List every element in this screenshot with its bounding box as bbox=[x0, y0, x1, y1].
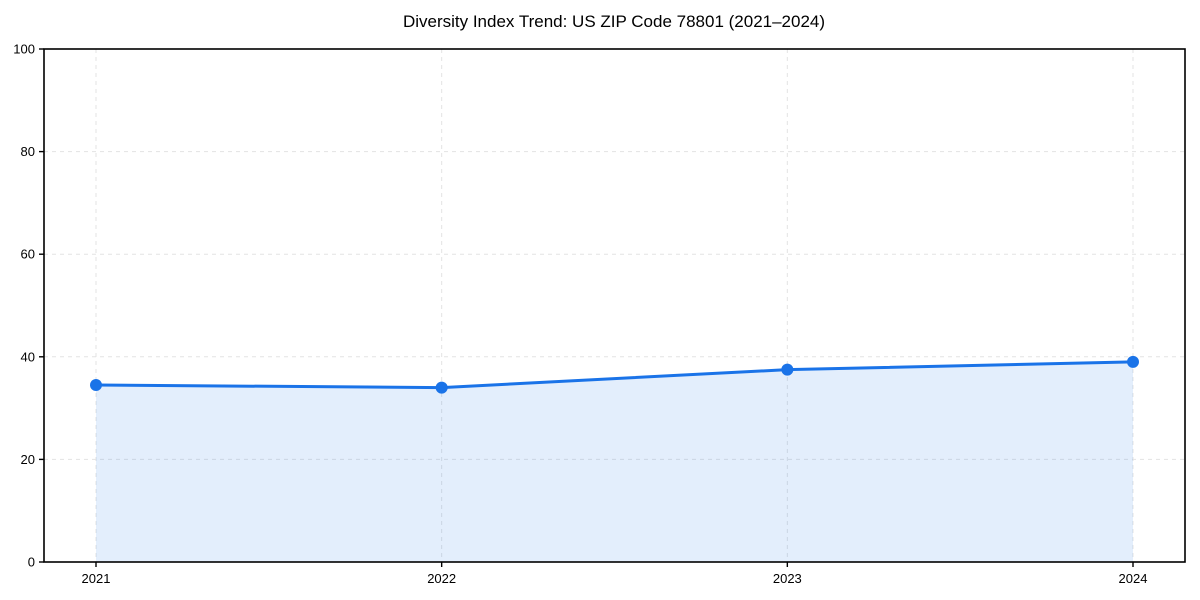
x-tick-label: 2021 bbox=[82, 571, 111, 586]
x-tick-label: 2023 bbox=[773, 571, 802, 586]
y-tick-label: 100 bbox=[13, 42, 35, 57]
y-tick-label: 60 bbox=[21, 247, 35, 262]
data-point-marker bbox=[90, 379, 102, 392]
data-point-marker bbox=[781, 363, 794, 376]
y-tick-label: 0 bbox=[28, 555, 35, 570]
series-layer bbox=[90, 355, 1139, 562]
x-tick-label: 2024 bbox=[1119, 571, 1148, 586]
chart-title: Diversity Index Trend: US ZIP Code 78801… bbox=[403, 12, 825, 31]
data-point-marker bbox=[1127, 355, 1139, 368]
plot-border bbox=[43, 48, 1186, 563]
axes: 0 20 40 60 80 100 2021 2022 2023 2024 bbox=[13, 42, 1186, 586]
data-point-marker bbox=[435, 381, 448, 394]
area-fill bbox=[96, 361, 1133, 562]
y-tick-label: 20 bbox=[21, 452, 35, 467]
y-tick-label: 80 bbox=[21, 144, 35, 159]
y-tick-label: 40 bbox=[21, 349, 35, 364]
trend-line bbox=[94, 360, 1135, 390]
x-tick-label: 2022 bbox=[427, 571, 456, 586]
